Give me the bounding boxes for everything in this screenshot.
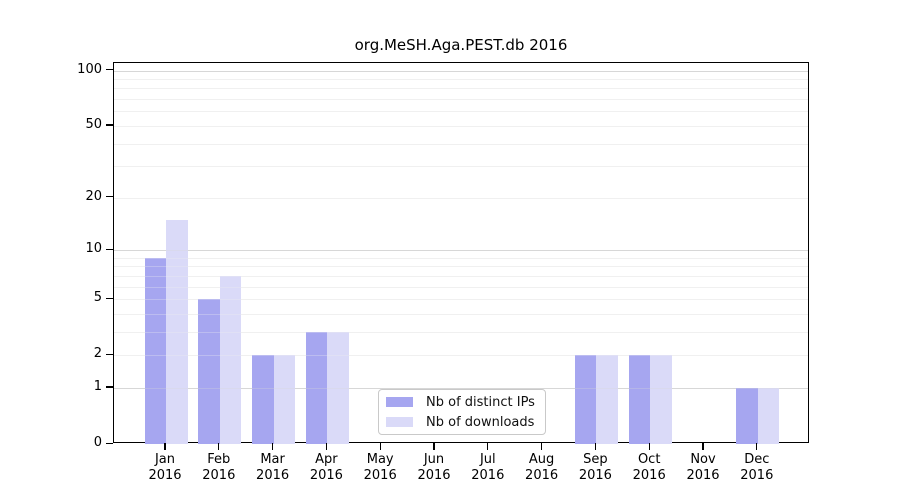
gridline-7 (114, 275, 808, 277)
bar-nb-of-distinct-ips-apr (305, 331, 328, 444)
bar-nb-of-downloads-apr (327, 331, 349, 444)
x-tick-label-feb: Feb 2016 (202, 452, 236, 483)
legend-swatch-distinct-ips (386, 397, 413, 407)
y-tick-mark-1 (106, 386, 113, 388)
gridline-50 (114, 125, 808, 127)
gridline-30 (114, 166, 808, 168)
x-tick-label-aug: Aug 2016 (525, 452, 559, 483)
x-tick-mark-nov (702, 443, 704, 450)
x-tick-label-sep: Sep 2016 (578, 452, 612, 483)
gridline-2 (114, 355, 808, 357)
x-tick-mark-oct (648, 443, 650, 450)
x-tick-mark-jul (487, 443, 489, 450)
y-tick-label-20: 20 (85, 188, 102, 204)
y-tick-label-100: 100 (77, 61, 102, 77)
y-tick-label-2: 2 (93, 346, 102, 362)
gridline-8 (114, 266, 808, 268)
gridline-90 (114, 79, 808, 81)
bar-nb-of-downloads-oct (650, 355, 672, 444)
gridline-40 (114, 143, 808, 145)
x-tick-mark-may (379, 443, 381, 450)
bar-nb-of-distinct-ips-oct (628, 355, 651, 444)
gridline-3 (114, 331, 808, 333)
gridline-1 (114, 387, 808, 389)
y-tick-mark-2 (106, 353, 113, 355)
x-tick-mark-aug (541, 443, 543, 450)
x-tick-label-jan: Jan 2016 (148, 452, 182, 483)
x-tick-label-mar: Mar 2016 (256, 452, 290, 483)
x-tick-mark-feb (218, 443, 220, 450)
bar-nb-of-distinct-ips-dec (736, 387, 758, 444)
x-tick-label-jun: Jun 2016 (417, 452, 451, 483)
x-tick-label-jul: Jul 2016 (471, 452, 505, 483)
y-tick-label-0: 0 (93, 435, 102, 450)
legend-item-downloads: Nb of downloads (386, 414, 537, 431)
legend-swatch-downloads (386, 417, 413, 427)
bar-nb-of-downloads-feb (219, 275, 242, 444)
y-tick-label-50: 50 (85, 116, 102, 132)
x-tick-label-nov: Nov 2016 (686, 452, 720, 483)
x-tick-label-oct: Oct 2016 (632, 452, 666, 483)
y-tick-label-1: 1 (93, 378, 102, 394)
gridline-10 (114, 250, 808, 251)
x-tick-mark-dec (756, 443, 758, 450)
y-tick-mark-20 (106, 196, 113, 198)
y-tick-label-10: 10 (85, 241, 102, 256)
x-tick-mark-jan (164, 443, 166, 450)
bar-nb-of-distinct-ips-jan (144, 257, 166, 444)
y-tick-mark-5 (106, 297, 113, 299)
bar-nb-of-downloads-sep (596, 355, 618, 444)
gridline-100 (114, 70, 808, 72)
x-tick-mark-apr (325, 443, 328, 450)
gridline-60 (114, 111, 808, 113)
gridline-9 (114, 257, 808, 259)
bar-nb-of-downloads-jan (166, 219, 188, 444)
gridline-70 (114, 99, 808, 101)
x-tick-label-may: May 2016 (363, 452, 397, 483)
gridline-6 (114, 286, 808, 288)
y-tick-mark-100 (106, 69, 113, 71)
chart-title: org.MeSH.Aga.PEST.db 2016 (354, 36, 568, 54)
gridline-20 (114, 197, 808, 199)
x-tick-mark-jun (433, 443, 435, 450)
legend: Nb of distinct IPs Nb of downloads (378, 389, 546, 435)
legend-label-distinct-ips: Nb of distinct IPs (426, 394, 535, 410)
x-tick-mark-sep (594, 443, 597, 450)
plot-area: Nb of distinct IPs Nb of downloads (113, 62, 809, 444)
x-tick-mark-mar (272, 443, 274, 450)
x-tick-label-dec: Dec 2016 (740, 452, 774, 483)
x-tick-label-apr: Apr 2016 (309, 452, 343, 483)
gridline-80 (114, 88, 808, 90)
legend-item-distinct-ips: Nb of distinct IPs (386, 394, 537, 411)
bar-nb-of-downloads-mar (273, 355, 296, 444)
bar-nb-of-downloads-dec (757, 387, 780, 444)
bar-nb-of-distinct-ips-sep (574, 355, 597, 444)
y-tick-label-5: 5 (93, 290, 102, 306)
y-tick-mark-0 (106, 442, 113, 444)
bar-nb-of-distinct-ips-mar (252, 355, 274, 444)
gridline-4 (114, 313, 808, 315)
y-tick-mark-50 (106, 124, 113, 126)
legend-label-downloads: Nb of downloads (426, 414, 535, 430)
y-tick-mark-10 (106, 248, 113, 250)
gridline-5 (114, 299, 808, 301)
bar-nb-of-distinct-ips-feb (198, 299, 220, 444)
